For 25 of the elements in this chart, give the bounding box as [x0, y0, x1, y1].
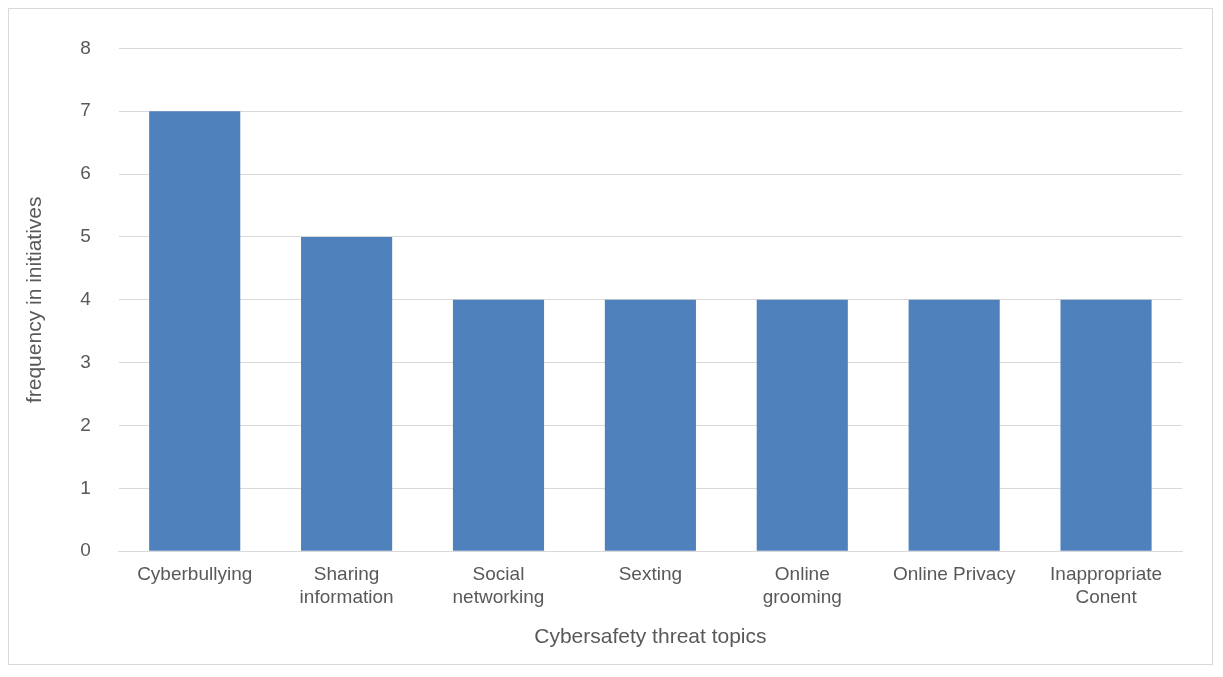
- bar: [604, 299, 696, 551]
- y-tick-label: 5: [80, 225, 91, 247]
- x-tick-label: Sharing information: [299, 562, 394, 607]
- bar: [149, 111, 241, 551]
- bar: [908, 299, 1000, 551]
- y-tick-label: 3: [80, 350, 91, 372]
- x-tick-label: Online grooming: [762, 562, 842, 607]
- bar: [452, 299, 545, 551]
- y-tick-label: 2: [80, 413, 91, 435]
- y-tick-label: 8: [80, 36, 91, 58]
- y-tick-label: 1: [80, 476, 91, 498]
- bar: [1060, 299, 1152, 551]
- bar: [301, 236, 393, 551]
- x-axis-title: Cybersafety threat topics: [534, 624, 767, 648]
- y-tick-label: 7: [80, 99, 91, 121]
- x-tick-label: Online Privacy: [892, 562, 1016, 584]
- x-tick-label: Cyberbullying: [137, 562, 253, 584]
- y-tick-label: 6: [80, 162, 91, 184]
- y-axis-title: frequency in initiatives: [22, 196, 46, 404]
- y-tick-label: 4: [80, 288, 92, 310]
- x-tick-label: Social networking: [452, 562, 545, 607]
- x-tick-label: Sexting: [618, 562, 683, 584]
- x-tick-label: Inappropriate Conent: [1050, 562, 1163, 607]
- bar: [756, 299, 848, 551]
- y-tick-label: 0: [80, 539, 91, 561]
